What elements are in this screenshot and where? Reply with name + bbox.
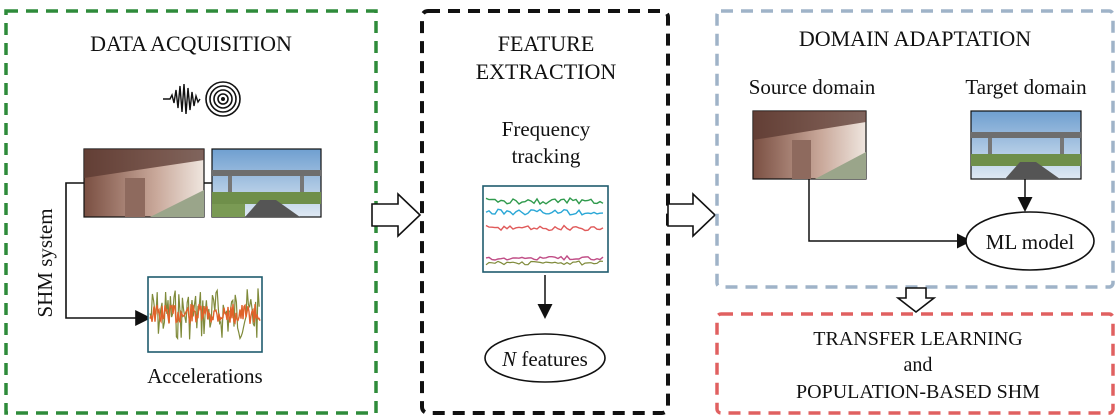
- adaptation-border: [715, 9, 1115, 289]
- source-domain-photo: [752, 110, 867, 180]
- method-label-line2: tracking: [512, 144, 581, 168]
- acquisition-title: DATA ACQUISITION: [90, 31, 292, 56]
- transfer-learning-panel: TRANSFER LEARNING and POPULATION-BASED S…: [715, 312, 1115, 415]
- flow-arrow-3: [895, 287, 937, 314]
- extraction-title-line1: FEATURE: [498, 31, 595, 56]
- accelerations-plot: [147, 276, 263, 353]
- transfer-line1: TRANSFER LEARNING: [813, 328, 1022, 350]
- bridge-underside-photo: [83, 148, 205, 218]
- transfer-line3: POPULATION-BASED SHM: [796, 381, 1040, 403]
- sensor-icon: [163, 81, 241, 117]
- flow-arrow-1: [371, 192, 422, 238]
- shm-system-label: SHM system: [33, 208, 57, 317]
- method-label-line1: Frequency: [502, 117, 591, 141]
- target-domain-photo: [970, 110, 1082, 180]
- target-domain-label: Target domain: [965, 75, 1087, 99]
- bridge-side-photo: [211, 148, 322, 218]
- frequency-tracking-plot: [482, 185, 609, 273]
- features-var: N: [501, 347, 517, 371]
- features-text: features: [516, 347, 588, 371]
- features-label: N features: [501, 347, 588, 371]
- feature-extraction-panel: FEATURE EXTRACTION Frequency tracking N …: [420, 9, 670, 415]
- adaptation-title: DOMAIN ADAPTATION: [799, 26, 1031, 51]
- ml-model-node: [965, 211, 1095, 271]
- source-domain-label: Source domain: [749, 75, 876, 99]
- features-node: [484, 333, 606, 383]
- transfer-line2: and: [904, 354, 933, 376]
- transfer-border: [715, 312, 1115, 415]
- flow-arrow-2: [667, 192, 717, 238]
- shm-connector: [65, 182, 152, 326]
- ml-model-label: ML model: [986, 230, 1075, 254]
- data-acquisition-panel: DATA ACQUISITION: [4, 9, 378, 415]
- accelerations-label: Accelerations: [147, 364, 262, 388]
- extraction-border: [420, 9, 670, 415]
- domain-adaptation-panel: DOMAIN ADAPTATION Source domain Target d…: [715, 9, 1115, 289]
- extraction-title-line2: EXTRACTION: [476, 59, 617, 84]
